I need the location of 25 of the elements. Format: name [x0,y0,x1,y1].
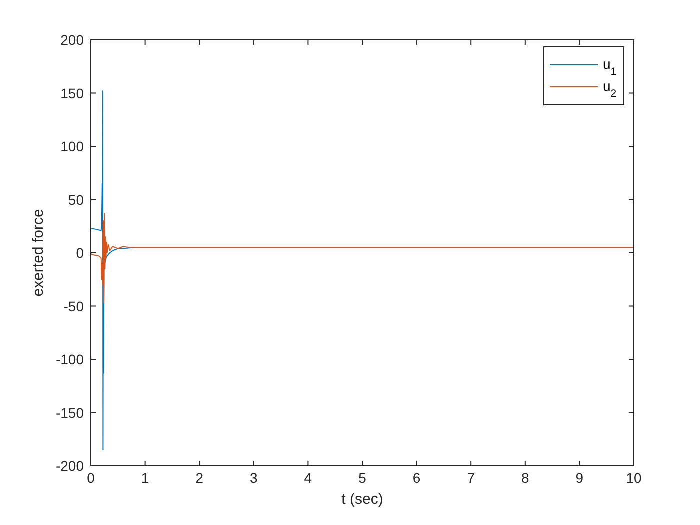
y-tick-label: 0 [76,245,84,261]
line-series [90,213,634,304]
y-tick-label: -150 [56,404,84,421]
x-tick-label: 3 [250,470,258,486]
x-tick-label: 6 [412,470,421,486]
y-tick-label: -200 [56,458,84,474]
y-tick-label: 50 [68,192,84,208]
y-tick-label: 100 [60,138,84,154]
y-tick-label: 150 [60,85,84,102]
x-tick-label: 4 [304,470,312,486]
y-tick-label: -50 [64,298,84,314]
x-tick-label: 8 [522,470,530,486]
x-tick-label: 1 [141,470,150,486]
x-tick-label: 10 [626,470,642,486]
legend-label: u$_{2}$ [603,78,617,100]
x-tick-label: 5 [358,470,367,486]
y-tick-label: 200 [60,32,84,48]
legend-label: u$_{1}$ [603,56,617,78]
y-tick-label: -100 [56,352,84,368]
x-tick-label: 7 [467,470,476,486]
x-tick-label: 9 [576,470,584,486]
x-tick-label: 0 [87,470,96,486]
x-tick-label: 2 [196,470,204,486]
x-axis-title: t (sec) [342,491,384,508]
y-axis-title: exerted force [30,209,47,297]
